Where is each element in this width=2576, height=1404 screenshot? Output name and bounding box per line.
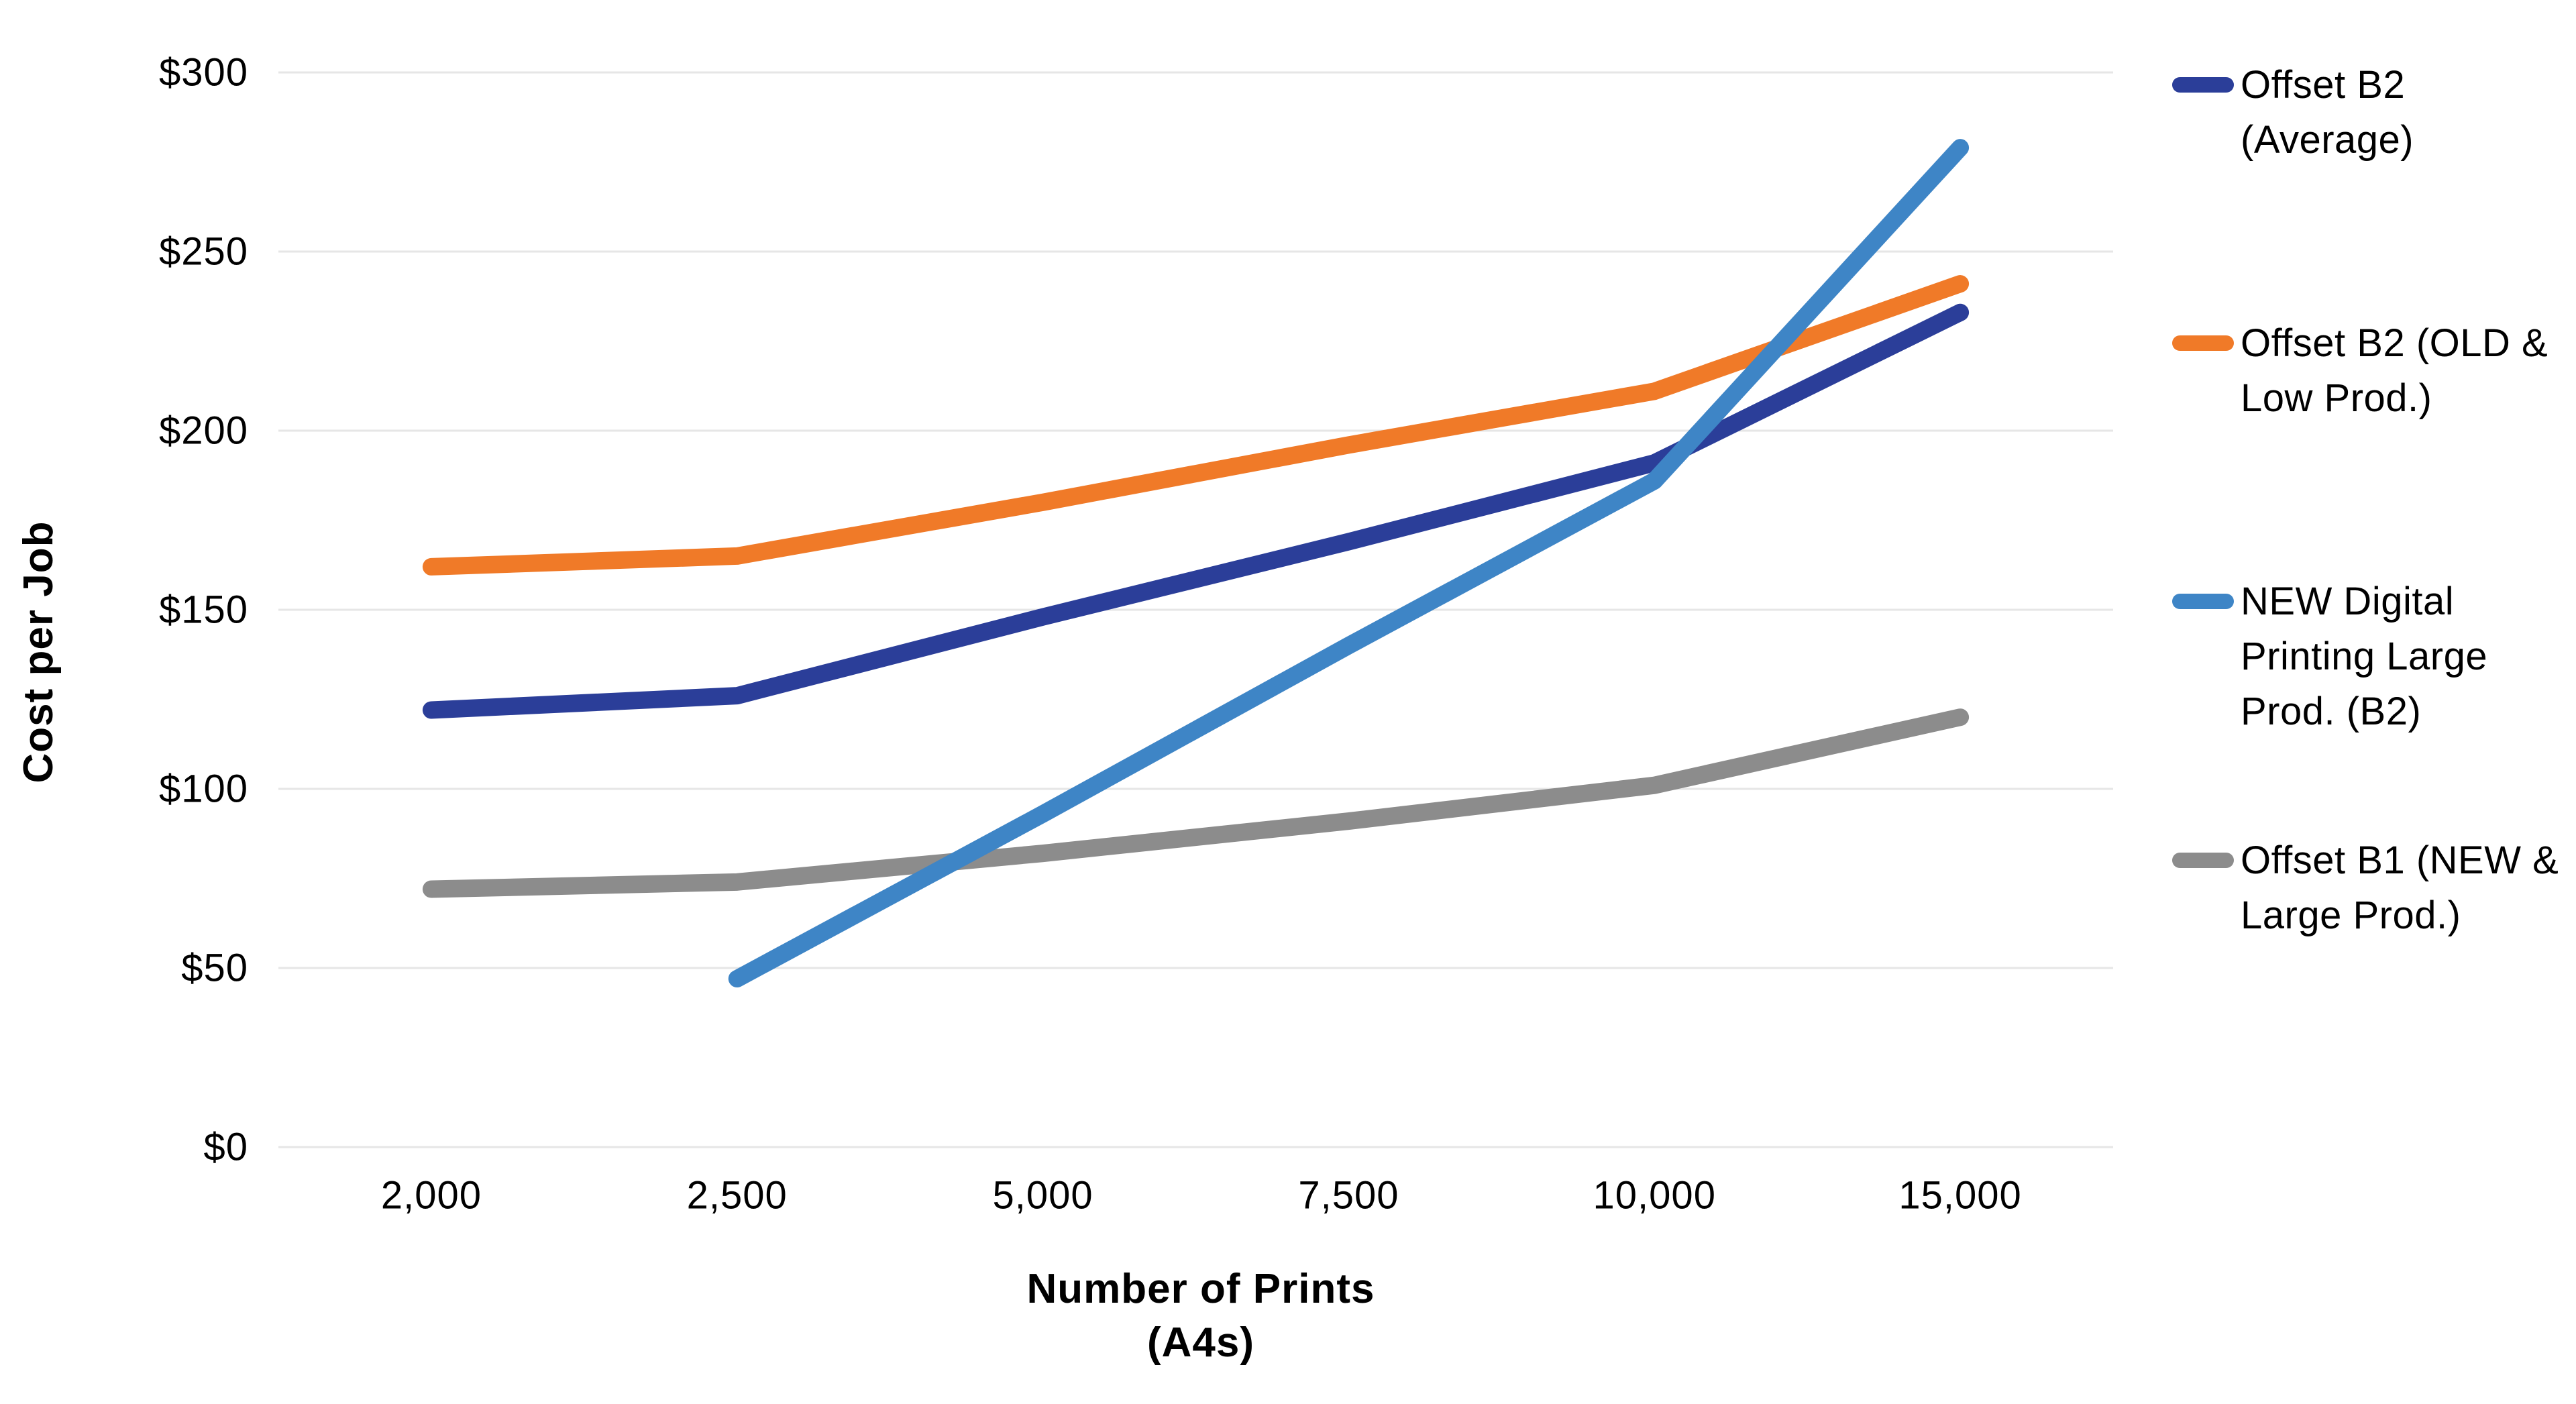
legend-line-swatch-offset-b2-average [2172,77,2234,93]
y-tick-label: $100 [158,767,248,811]
y-axis-title: Cost per Job [15,521,62,784]
series-line-new-digital-printing-large-prod-b2 [728,139,1970,988]
x-tick-label: 15,000 [1898,1173,2022,1218]
legend-item-offset-b2-average: Offset B2 (Average) [2172,58,2575,168]
x-axis-title-line1: Number of Prints [1026,1266,1375,1312]
legend-item-new-digital-printing-large-prod-b2: NEW Digital Printing Large Prod. (B2) [2172,574,2575,739]
x-axis-title: Number of Prints (A4s) [1027,1262,1375,1370]
x-tick-label: 5,000 [992,1173,1093,1218]
legend-label: Offset B1 (NEW & Large Prod.) [2241,839,2559,937]
y-tick-label: $50 [181,946,248,990]
series-line-offset-b2-old-low-prod [422,275,1970,576]
y-tick-label: $200 [158,409,248,453]
legend-line-swatch-offset-b2-old-low-prod [2172,335,2234,351]
x-tick-label: 7,500 [1298,1173,1399,1218]
series-line-offset-b1-new-large-prod [422,708,1970,898]
legend-label: NEW Digital Printing Large Prod. (B2) [2241,580,2488,733]
x-tick-label: 10,000 [1593,1173,1716,1218]
x-tick-label: 2,000 [380,1173,482,1218]
legend-line-swatch-new-digital-printing-large-prod-b2 [2172,594,2234,609]
y-tick-label: $250 [158,229,248,274]
y-tick-label: $0 [203,1125,248,1169]
x-tick-label: 2,500 [686,1173,788,1218]
legend-line-swatch-offset-b1-new-large-prod [2172,853,2234,868]
y-tick-label: $150 [158,588,248,632]
legend-label: Offset B2 (Average) [2241,63,2414,162]
x-axis-title-line2: (A4s) [1146,1319,1255,1366]
legend-label: Offset B2 (OLD & Low Prod.) [2241,321,2548,420]
legend-item-offset-b1-new-large-prod: Offset B1 (NEW & Large Prod.) [2172,833,2575,943]
y-tick-label: $300 [158,50,248,95]
chart-legend: Offset B2 (Average) Offset B2 (OLD & Low … [2172,0,2575,1404]
legend-item-offset-b2-old-low-prod: Offset B2 (OLD & Low Prod.) [2172,316,2575,426]
